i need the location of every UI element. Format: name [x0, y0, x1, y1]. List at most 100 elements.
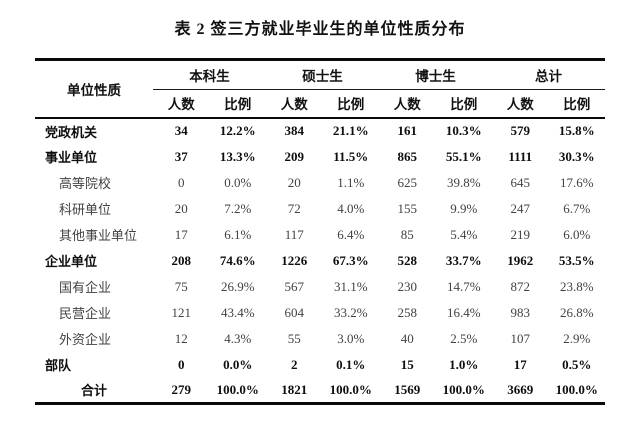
cell-percent: 4.3%: [224, 330, 252, 346]
cell-count: 17: [513, 356, 527, 372]
cell-percent: 6.1%: [224, 226, 252, 242]
cell-percent: 6.0%: [563, 226, 591, 242]
column-group-header: 本科生: [153, 59, 266, 90]
table-row: 部队 0 0.0% 2 0.1% 15 1.0% 17 0.5%: [35, 352, 605, 378]
cell-count: 247: [510, 200, 531, 216]
cell-percent: 16.4%: [446, 304, 481, 320]
cell-count: 0: [178, 174, 185, 190]
row-label: 其他事业单位: [59, 228, 138, 243]
column-subheader: 比例: [563, 97, 591, 113]
column-group-header: 博士生: [379, 59, 492, 90]
cell-percent: 6.7%: [563, 200, 591, 216]
cell-percent: 0.0%: [224, 174, 252, 190]
column-group-header: 总计: [492, 59, 605, 90]
table-row: 国有企业 75 26.9% 567 31.1% 230 14.7% 872 23.8%: [35, 274, 605, 300]
cell-count: 0: [178, 356, 185, 372]
cell-count: 55: [287, 330, 301, 346]
table-row: 科研单位 20 7.2% 72 4.0% 155 9.9% 247 6.7%: [35, 196, 605, 222]
cell-percent: 23.8%: [559, 278, 594, 294]
cell-percent: 1.0%: [449, 356, 479, 372]
column-subheader: 比例: [337, 97, 365, 113]
cell-count: 983: [510, 304, 531, 320]
cell-percent: 53.5%: [558, 252, 595, 268]
cell-count: 1821: [281, 381, 308, 397]
cell-percent: 10.3%: [445, 123, 482, 138]
table-row: 其他事业单位 17 6.1% 117 6.4% 85 5.4% 219 6.0%: [35, 222, 605, 248]
cell-count: 230: [397, 278, 418, 294]
table-row: 合计 279 100.0% 1821 100.0% 1569 100.0% 3669 100.0…: [35, 378, 605, 404]
table-body: 党政机关 34 12.2% 384 21.1% 161 10.3% 579 15.8% 事业单位 3…: [35, 118, 605, 404]
cell-percent: 33.7%: [445, 252, 482, 268]
cell-percent: 33.2%: [333, 304, 368, 320]
row-label: 国有企业: [59, 280, 112, 295]
cell-count: 872: [510, 278, 531, 294]
cell-percent: 30.3%: [558, 148, 595, 164]
cell-count: 1226: [281, 252, 308, 268]
cell-count: 567: [284, 278, 305, 294]
row-label: 高等院校: [59, 176, 112, 191]
column-subheader: 人数: [393, 97, 421, 113]
cell-percent: 5.4%: [450, 226, 478, 242]
cell-percent: 6.4%: [337, 226, 365, 242]
cell-count: 20: [287, 174, 301, 190]
cell-percent: 11.5%: [333, 148, 369, 164]
cell-count: 604: [284, 304, 305, 320]
cell-count: 37: [174, 148, 188, 164]
table-row: 企业单位 208 74.6% 1226 67.3% 528 33.7% 1962 53.5%: [35, 248, 605, 274]
table-row: 民营企业 121 43.4% 604 33.2% 258 16.4% 983 26.8%: [35, 300, 605, 326]
column-group-header: 硕士生: [266, 59, 379, 90]
cell-count: 15: [400, 356, 414, 372]
row-label: 科研单位: [59, 202, 112, 217]
row-label: 事业单位: [45, 150, 98, 165]
cell-percent: 26.8%: [559, 304, 594, 320]
cell-count: 20: [174, 200, 188, 216]
cell-percent: 3.0%: [337, 330, 365, 346]
cell-count: 528: [397, 252, 418, 268]
cell-percent: 2.5%: [450, 330, 478, 346]
column-header-unit-nature: 单位性质: [67, 82, 121, 98]
cell-count: 40: [400, 330, 414, 346]
cell-percent: 0.0%: [223, 356, 253, 372]
cell-percent: 14.7%: [446, 278, 481, 294]
cell-count: 3669: [507, 381, 534, 397]
cell-percent: 9.9%: [450, 200, 478, 216]
cell-count: 85: [400, 226, 414, 242]
row-label: 合计: [80, 383, 107, 399]
cell-percent: 43.4%: [220, 304, 255, 320]
cell-count: 75: [174, 278, 188, 294]
cell-count: 1962: [507, 252, 534, 268]
cell-count: 2: [291, 356, 298, 372]
cell-percent: 2.9%: [563, 330, 591, 346]
cell-count: 384: [284, 123, 305, 138]
cell-count: 645: [510, 174, 531, 190]
table-row: 党政机关 34 12.2% 384 21.1% 161 10.3% 579 15.8%: [35, 118, 605, 144]
cell-percent: 55.1%: [445, 148, 482, 164]
cell-percent: 7.2%: [224, 200, 252, 216]
cell-percent: 21.1%: [332, 123, 369, 138]
cell-count: 161: [397, 123, 418, 138]
cell-percent: 26.9%: [220, 278, 255, 294]
cell-percent: 4.0%: [337, 200, 365, 216]
cell-count: 625: [397, 174, 418, 190]
cell-percent: 39.8%: [446, 174, 481, 190]
row-label: 外资企业: [59, 332, 112, 347]
row-label: 部队: [45, 358, 72, 373]
column-subheader: 人数: [167, 97, 195, 113]
cell-percent: 13.3%: [219, 148, 256, 164]
cell-percent: 15.8%: [558, 123, 595, 138]
table-row: 事业单位 37 13.3% 209 11.5% 865 55.1% 1111 30.3%: [35, 144, 605, 170]
row-label: 党政机关: [45, 124, 98, 140]
cell-percent: 100.0%: [555, 381, 598, 397]
cell-percent: 0.1%: [336, 356, 366, 372]
cell-count: 279: [171, 381, 192, 397]
cell-percent: 17.6%: [559, 174, 594, 190]
cell-percent: 100.0%: [442, 381, 485, 397]
cell-count: 72: [287, 200, 301, 216]
cell-count: 209: [284, 148, 305, 164]
cell-count: 17: [174, 226, 188, 242]
table-header: 单位性质 本科生 硕士生 博士生 总计 人数 比例 人数 比例 人数 比例 人数 比例: [35, 59, 605, 118]
cell-count: 219: [510, 226, 531, 242]
cell-count: 1111: [508, 148, 533, 164]
cell-count: 579: [510, 123, 531, 138]
